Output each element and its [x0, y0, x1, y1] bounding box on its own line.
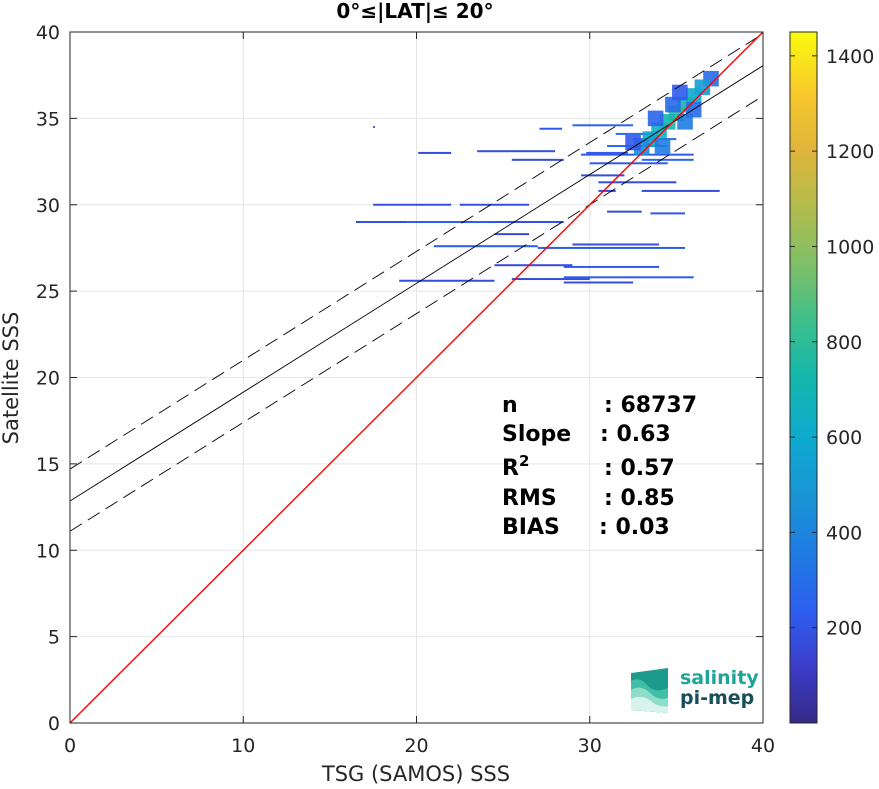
density-bin	[539, 127, 563, 130]
density-bin	[677, 114, 693, 130]
density-bin	[355, 221, 408, 224]
y-axis-label: Satellite SSS	[0, 312, 23, 445]
colorbar-tick-label: 800	[826, 332, 862, 354]
fit-bound-line	[70, 33, 763, 470]
logo-line2: pi-mep	[680, 687, 754, 709]
colorbar-tick-label: 200	[826, 618, 862, 640]
density-bin	[511, 158, 564, 161]
x-axis-label: TSG (SAMOS) SSS	[321, 762, 510, 786]
colorbar-tick-label: 1200	[826, 141, 874, 163]
density-bin	[494, 264, 573, 267]
density-bin	[650, 212, 686, 215]
density-bin	[641, 189, 720, 192]
density-bin	[598, 181, 677, 184]
y-tick-label: 30	[36, 195, 60, 217]
x-tick-label: 40	[751, 735, 775, 757]
one-to-one-line	[70, 32, 763, 723]
x-tick-label: 0	[64, 735, 76, 757]
chart-title: 0°≤|LAT|≤ 20°	[336, 0, 493, 23]
density-bin	[459, 203, 530, 206]
density-bin	[647, 110, 664, 127]
stat-superscript: 2	[519, 452, 529, 470]
colorbar-tick-label: 600	[826, 427, 862, 449]
density-bin	[494, 233, 530, 236]
density-bin	[581, 174, 625, 177]
density-bin	[373, 126, 375, 129]
y-tick-label: 35	[36, 108, 60, 130]
colorbar-tick-label: 1400	[826, 46, 874, 68]
density-bin	[477, 150, 556, 153]
density-bin	[373, 203, 452, 206]
stat-value: : 0.57	[604, 456, 675, 481]
regression-lines	[70, 32, 763, 723]
fit-bound-line	[70, 95, 763, 532]
stat-label: BIAS	[502, 515, 560, 540]
stat-label: RMS	[502, 486, 557, 511]
fit-line	[70, 65, 763, 502]
density-bin	[672, 84, 688, 101]
stat-label: n	[502, 393, 518, 418]
y-tick-label: 5	[48, 627, 60, 649]
y-tick-label: 0	[48, 713, 60, 735]
density-bin	[511, 278, 590, 281]
density-bin	[654, 138, 671, 154]
colorbar-ticks: 200 400 600 800 1000 1200 1400	[790, 46, 874, 640]
y-tick-label: 15	[36, 454, 60, 476]
density-bin	[625, 134, 641, 151]
density-bin	[589, 162, 668, 165]
density-bin	[433, 245, 538, 248]
stat-value: : 0.85	[604, 486, 675, 511]
density-bin	[399, 279, 495, 282]
density-bin	[598, 189, 616, 192]
density-bin	[641, 158, 694, 161]
density-bin	[572, 243, 660, 246]
density-bin	[586, 151, 628, 154]
density-bin	[563, 281, 634, 284]
density-bin	[665, 96, 681, 113]
y-tick-label: 25	[36, 281, 60, 303]
y-tick-label: 20	[36, 368, 60, 390]
density-bin	[572, 124, 634, 127]
density-bin	[494, 221, 564, 224]
y-ticks: 0 5 10 15 20 25 30 35 40	[36, 22, 763, 735]
salinity-pi-mep-logo: salinity pi-mep	[631, 667, 759, 713]
colorbar-tick-label: 400	[826, 522, 862, 544]
density-bin	[418, 151, 452, 154]
x-tick-label: 20	[404, 735, 428, 757]
density-bin	[607, 210, 642, 213]
stat-value: : 0.03	[599, 515, 670, 540]
stat-label: Slope	[502, 422, 571, 447]
x-ticks: 0 10 20 30 40	[64, 32, 775, 757]
stat-value: : 0.63	[600, 422, 671, 447]
density-bin	[537, 246, 686, 249]
colorbar-tick-label: 1000	[826, 236, 874, 258]
y-tick-label: 40	[36, 22, 60, 44]
data-marks	[355, 70, 720, 284]
stat-value: : 68737	[604, 393, 697, 418]
x-tick-label: 10	[231, 735, 255, 757]
density-bin	[563, 265, 660, 268]
logo-wave-icon	[631, 668, 668, 713]
density-bin	[563, 276, 694, 279]
x-tick-label: 30	[578, 735, 602, 757]
logo-line1: salinity	[680, 667, 759, 689]
colorbar	[789, 31, 818, 724]
y-tick-label: 10	[36, 540, 60, 562]
density-bin	[407, 221, 495, 224]
density-bin	[615, 132, 656, 135]
